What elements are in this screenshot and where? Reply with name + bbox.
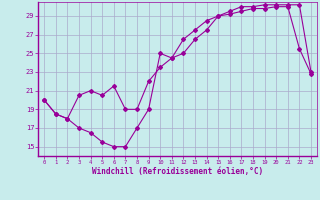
- X-axis label: Windchill (Refroidissement éolien,°C): Windchill (Refroidissement éolien,°C): [92, 167, 263, 176]
